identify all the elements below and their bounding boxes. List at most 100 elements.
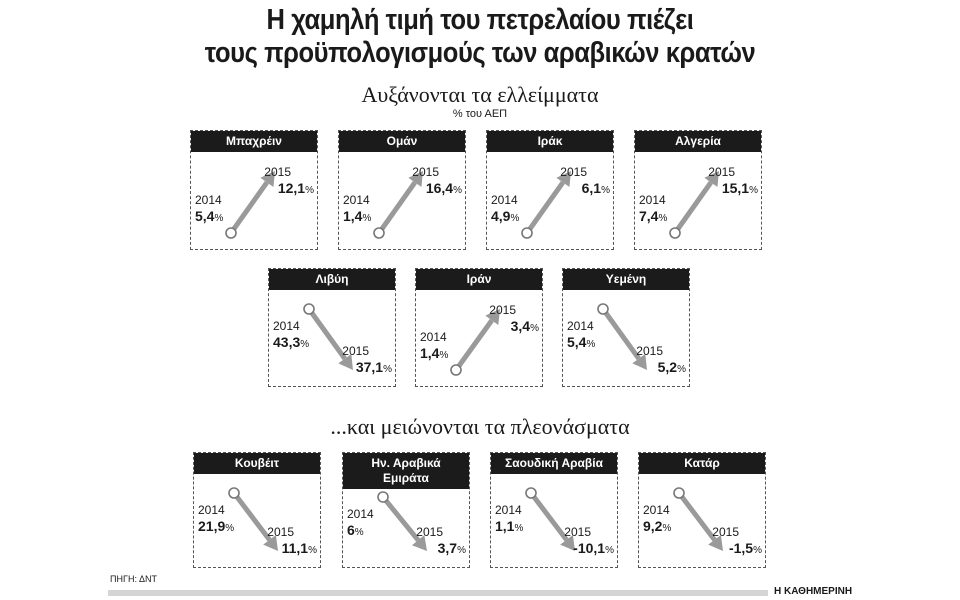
arrow-head xyxy=(704,171,719,188)
arrow-shaft xyxy=(677,491,717,542)
value-2015: 3,4% xyxy=(511,318,539,337)
year-2014-label: 2014 xyxy=(198,503,225,517)
percent-sign: % xyxy=(354,527,364,538)
start-circle xyxy=(225,227,237,239)
arrow-shaft xyxy=(529,491,569,542)
start-circle xyxy=(450,364,462,376)
trend-arrow xyxy=(225,171,275,239)
value-number: -10,1 xyxy=(573,540,606,556)
panel-card: Μπαχρέιν 2014 5,4% 2015 12,1% xyxy=(190,130,318,250)
percent-sign: % xyxy=(514,523,524,534)
year-2015-label: 2015 xyxy=(636,344,663,358)
percent-sign: % xyxy=(605,545,614,556)
year-2014-label: 2014 xyxy=(195,193,222,207)
value-number: 1,4 xyxy=(420,345,440,361)
value-number: 6 xyxy=(347,522,355,538)
value-number: 15,1 xyxy=(721,180,750,196)
percent-sign: % xyxy=(749,185,758,196)
value-number: 3,7 xyxy=(437,540,458,556)
arrow-shaft xyxy=(232,491,272,542)
percent-sign: % xyxy=(300,339,310,350)
arrow-shaft xyxy=(376,180,417,235)
panel-country-header: Ην. Αραβικά Εμιράτα xyxy=(343,453,469,489)
year-2015-label: 2015 xyxy=(712,525,739,539)
value-2014: 9,2% xyxy=(643,518,671,537)
start-circle xyxy=(597,303,609,315)
panel-card: Λιβύη 2014 43,3% 2015 37,1% xyxy=(268,268,396,387)
year-2015-label: 2015 xyxy=(416,525,443,539)
trend-arrow xyxy=(450,309,500,376)
year-2014-label: 2014 xyxy=(491,193,518,207)
start-circle xyxy=(303,303,315,315)
arrow-head xyxy=(560,535,575,551)
percent-sign: % xyxy=(362,213,372,224)
percent-sign: % xyxy=(658,213,668,224)
panel-country-header: Σαουδική Αραβία xyxy=(491,453,617,474)
value-number: 4,9 xyxy=(491,208,511,224)
source-note: ΠΗΓΗ: ΔΝΤ xyxy=(110,574,157,584)
percent-sign: % xyxy=(530,323,539,334)
trend-arrow xyxy=(669,171,719,239)
year-2015-label: 2015 xyxy=(489,303,516,317)
trend-arrow xyxy=(597,303,647,370)
year-2015-label: 2015 xyxy=(264,165,291,179)
start-circle xyxy=(521,227,533,239)
value-2015: 5,2% xyxy=(658,359,686,378)
year-2015-label: 2015 xyxy=(564,525,591,539)
trend-arrow xyxy=(525,487,575,551)
arrow-shaft xyxy=(381,495,421,542)
year-2015-label: 2015 xyxy=(708,165,735,179)
value-number: 7,4 xyxy=(639,208,659,224)
value-number: 1,4 xyxy=(343,208,363,224)
year-2015-label: 2015 xyxy=(412,165,439,179)
value-2015: 16,4% xyxy=(426,180,462,199)
year-2015-label: 2015 xyxy=(267,525,294,539)
panel-country-header: Λιβύη xyxy=(269,269,395,290)
start-circle xyxy=(673,487,685,499)
start-circle xyxy=(669,227,681,239)
value-2014: 7,4% xyxy=(639,208,667,227)
panel-country-header: Ομάν xyxy=(339,131,465,152)
year-2015-label: 2015 xyxy=(560,165,587,179)
value-2014: 1,4% xyxy=(343,208,371,227)
year-2014-label: 2014 xyxy=(420,330,447,344)
start-circle xyxy=(525,487,537,499)
value-2015: 11,1% xyxy=(282,540,317,559)
value-number: 9,2 xyxy=(643,518,663,534)
percent-sign: % xyxy=(586,339,596,350)
arrow-shaft xyxy=(228,180,269,235)
year-2014-label: 2014 xyxy=(347,507,374,521)
arrow-head xyxy=(408,171,423,188)
arrow-head xyxy=(485,309,500,326)
percent-sign: % xyxy=(453,185,462,196)
value-2014: 5,4% xyxy=(567,334,595,353)
trend-arrow xyxy=(228,487,278,551)
value-number: 5,4 xyxy=(567,334,587,350)
trend-arrow xyxy=(303,303,353,370)
value-2014: 4,9% xyxy=(491,208,519,227)
value-2015: 12,1% xyxy=(278,180,314,199)
arrow-shaft xyxy=(672,180,713,235)
year-2014-label: 2014 xyxy=(567,319,594,333)
panel-card: Σαουδική Αραβία 2014 1,1% 2015 -10,1% xyxy=(490,452,618,568)
value-2014: 1,1% xyxy=(495,518,523,537)
start-circle xyxy=(228,487,240,499)
percent-sign: % xyxy=(662,523,672,534)
percent-sign: % xyxy=(383,364,392,375)
panel-country-header: Κουβέιτ xyxy=(194,453,320,474)
panel-country-header: Ιράν xyxy=(416,269,542,290)
title-line-1: Η χαμηλή τιμή του πετρελαίου πιέζει xyxy=(266,4,694,36)
arrow-shaft xyxy=(524,180,565,235)
value-2014: 1,4% xyxy=(420,345,448,364)
percent-sign: % xyxy=(305,185,314,196)
year-2014-label: 2014 xyxy=(643,503,670,517)
value-2015: 15,1% xyxy=(722,180,758,199)
start-circle xyxy=(373,227,385,239)
value-2014: 43,3% xyxy=(273,334,309,353)
panel-card: Ην. Αραβικά Εμιράτα 2014 6% 2015 3,7% xyxy=(342,452,470,568)
panel-country-header: Υεμένη xyxy=(563,269,689,290)
panel-country-header: Αλγερία xyxy=(635,131,761,152)
page-title: Η χαμηλή τιμή του πετρελαίου πιέζει τους… xyxy=(0,4,960,70)
arrow-head xyxy=(338,353,353,370)
value-number: 37,1 xyxy=(355,359,384,375)
